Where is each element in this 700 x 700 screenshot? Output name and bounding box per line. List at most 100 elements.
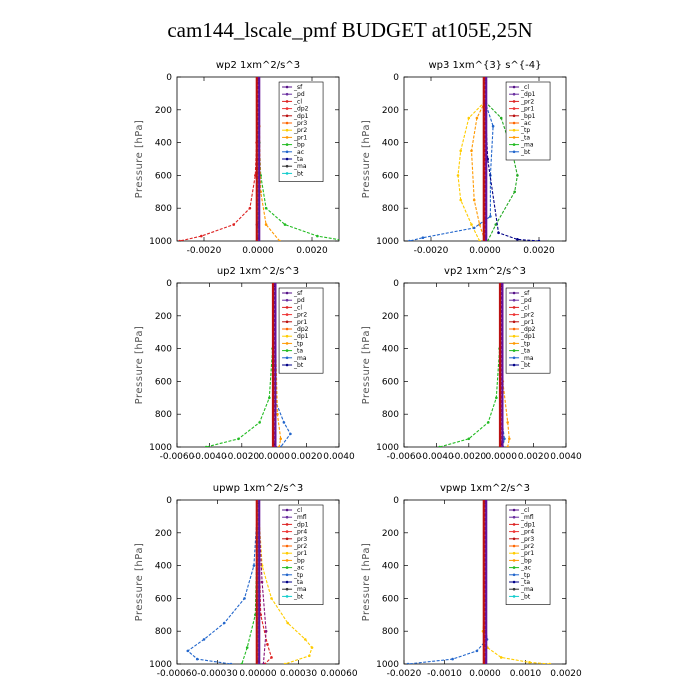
legend-marker — [512, 291, 516, 295]
data-point — [237, 437, 240, 441]
data-point — [202, 638, 206, 641]
data-point — [470, 223, 473, 226]
series-line-pr2 — [257, 500, 313, 664]
legend-marker — [512, 566, 516, 569]
legend-entry: _bp — [293, 142, 305, 149]
figure-title: cam144_lscale_pmf BUDGET at105E,25N — [167, 18, 533, 42]
x-tick-label: 0.0020 — [291, 452, 323, 462]
y-axis-label: Pressure [hPa] — [361, 326, 372, 405]
legend-marker — [285, 559, 289, 562]
data-point — [303, 638, 307, 641]
legend-marker — [512, 334, 516, 338]
y-tick-label: 1000 — [149, 660, 172, 670]
x-tick-label: 0.00060 — [320, 669, 357, 679]
legend-marker — [285, 100, 289, 103]
data-point — [270, 656, 273, 659]
legend-entry: _cl — [293, 304, 302, 311]
legend-entry: _cl — [520, 84, 529, 91]
legend-marker — [285, 143, 289, 146]
legend-entry: _cl — [520, 507, 529, 514]
legend-entry: _ta — [293, 156, 303, 163]
y-tick-label: 1000 — [149, 237, 172, 247]
data-point — [283, 662, 287, 664]
x-tick-label: -0.0020 — [187, 246, 222, 256]
series-group — [408, 77, 541, 241]
legend-entry: _dp2 — [293, 106, 309, 113]
legend-marker — [512, 100, 516, 103]
legend-marker — [512, 544, 516, 548]
data-point — [286, 621, 290, 625]
data-point — [497, 231, 500, 235]
legend-entry: _dp1 — [293, 521, 309, 528]
legend-entry: _ta — [520, 579, 530, 586]
legend-marker — [285, 523, 289, 526]
panel-title: vp2 1xm^2/s^3 — [444, 266, 526, 277]
legend-marker — [285, 157, 289, 161]
legend-marker — [512, 508, 516, 512]
data-point — [266, 643, 269, 646]
legend-marker — [512, 523, 516, 526]
legend-marker — [512, 320, 516, 324]
legend-marker — [285, 298, 289, 302]
y-tick-label: 0 — [393, 279, 399, 289]
y-tick-label: 0 — [393, 496, 399, 506]
x-tick-label: -0.0020 — [451, 452, 486, 462]
data-point — [451, 657, 454, 661]
data-point — [264, 223, 268, 226]
series-line-pr2 — [457, 101, 486, 241]
legend-entry: _bt — [520, 362, 531, 369]
data-point — [503, 437, 506, 441]
legend-entry: _dp1 — [520, 521, 536, 528]
legend-entry: _pr1 — [293, 550, 307, 557]
legend-marker — [285, 356, 289, 360]
panel-title: upwp 1xm^2/s^3 — [213, 483, 303, 494]
x-tick-label: 0.0000 — [469, 669, 501, 679]
y-tick-label: 800 — [155, 204, 172, 214]
legend-entry: _dp2 — [520, 326, 536, 333]
data-point — [308, 654, 311, 658]
y-tick-label: 0 — [166, 279, 172, 289]
legend-entry: _tp — [520, 127, 530, 134]
legend-marker — [285, 508, 289, 512]
legend-entry: _ma — [293, 163, 307, 170]
x-tick-label: 0.0020 — [550, 669, 582, 679]
data-point — [516, 174, 519, 177]
y-tick-label: 200 — [155, 312, 172, 322]
legend-entry: _dp1 — [293, 333, 309, 340]
panel-1: wp2 1xm^2/s^3 0 200 400 600 800 1000 -0.0020 0.0… — [134, 60, 340, 256]
legend-entry: _ma — [520, 355, 534, 362]
legend-box — [278, 81, 324, 182]
legend-entry: _sf — [520, 290, 530, 297]
legend-marker — [285, 313, 289, 316]
legend-entry: _cl — [520, 304, 529, 311]
x-tick-label: -0.00060 — [157, 669, 198, 679]
legend-marker — [512, 150, 516, 154]
x-tick-label: 0.0000 — [469, 246, 501, 256]
legend-marker — [512, 349, 516, 352]
legend-marker — [285, 566, 289, 569]
legend-entry: _cl — [293, 98, 302, 105]
y-axis-label: Pressure [hPa] — [134, 543, 145, 622]
data-point — [475, 649, 479, 653]
y-tick-label: 0 — [166, 496, 172, 506]
data-point — [264, 629, 268, 633]
data-point — [421, 236, 425, 240]
panel-6: vpwp 1xm^2/s^3 0 200 400 600 800 1000-0.0020 -0… — [361, 483, 582, 679]
data-point — [491, 124, 495, 128]
legend-entry: _pr1 — [520, 106, 534, 113]
y-tick-label: 600 — [382, 594, 399, 604]
y-axis-label: Pressure [hPa] — [361, 543, 372, 622]
legend-entry: _ma — [520, 586, 534, 593]
data-point — [499, 656, 503, 659]
series-group — [204, 283, 292, 447]
legend-entry: _pr3 — [520, 536, 534, 543]
legend-marker — [285, 172, 289, 175]
data-point — [494, 223, 498, 226]
legend-marker — [285, 349, 289, 352]
data-point — [475, 116, 479, 120]
legend-entry: _ma — [293, 355, 307, 362]
legend-entry: _cl — [293, 507, 302, 514]
y-tick-label: 800 — [382, 204, 399, 214]
data-point — [467, 437, 471, 441]
legend-entry: _pr2 — [520, 98, 534, 105]
